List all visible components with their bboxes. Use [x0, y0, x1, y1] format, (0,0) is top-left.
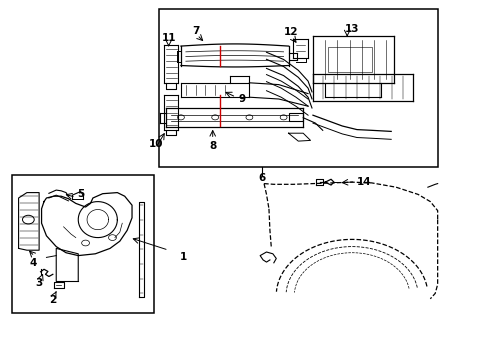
Bar: [12, 175, 154, 313]
Text: 5: 5: [77, 189, 84, 199]
Text: 9: 9: [238, 94, 245, 104]
Bar: [288, 113, 303, 121]
Text: 14: 14: [356, 177, 371, 187]
Text: 2: 2: [49, 294, 56, 305]
Text: 4: 4: [29, 258, 37, 268]
Text: 7: 7: [191, 26, 199, 36]
Bar: [327, 47, 371, 72]
Text: 1: 1: [180, 252, 186, 262]
Text: 8: 8: [209, 141, 216, 151]
Text: 13: 13: [344, 24, 359, 34]
Text: 11: 11: [161, 33, 176, 43]
Text: 12: 12: [283, 27, 298, 37]
Text: 6: 6: [258, 173, 264, 183]
Text: 3: 3: [36, 278, 42, 288]
Bar: [159, 9, 437, 167]
Text: 10: 10: [149, 139, 163, 149]
